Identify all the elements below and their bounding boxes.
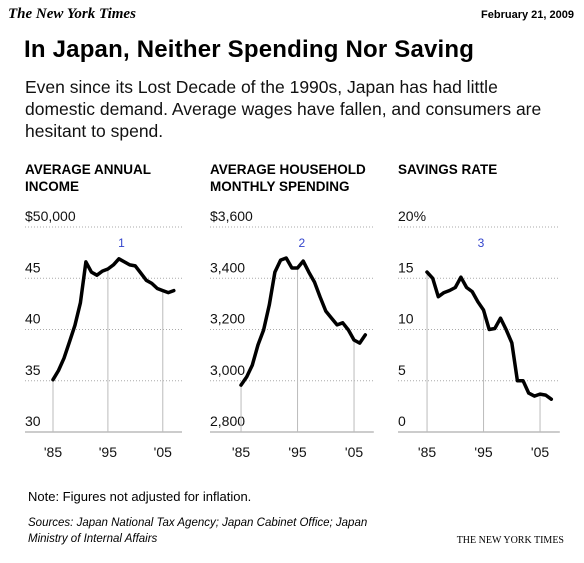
y-tick-label: 0: [398, 413, 406, 429]
sources: Sources: Japan National Tax Agency; Japa…: [28, 517, 368, 545]
y-tick-label: 20%: [398, 208, 426, 224]
credit: THE NEW YORK TIMES: [456, 535, 564, 546]
title: In Japan, Neither Spending Nor Saving: [24, 36, 475, 63]
y-tick-label: 2,800: [210, 413, 245, 429]
y-tick-label: 35: [25, 362, 41, 378]
y-tick-label: 3,000: [210, 362, 245, 378]
data-line: [51, 257, 176, 382]
y-tick-label: 3,400: [210, 259, 245, 275]
subtitle: Even since its Lost Decade of the 1990s,…: [25, 77, 542, 141]
x-tick-label: '95: [288, 444, 306, 460]
y-tick-label: $3,600: [210, 208, 253, 224]
y-tick-label: 10: [398, 311, 414, 327]
chart-title: SAVINGS RATE: [398, 162, 498, 177]
chart-title: AVERAGE HOUSEHOLD MONTHLY SPENDING: [210, 162, 366, 194]
logo: The New York Times: [8, 6, 136, 22]
x-tick-label: '05: [154, 444, 172, 460]
x-tick-label: '95: [99, 444, 117, 460]
annotation: 2: [298, 236, 305, 250]
y-tick-label: 40: [25, 311, 41, 327]
y-tick-label: 5: [398, 362, 406, 378]
y-tick-label: 30: [25, 413, 41, 429]
x-tick-label: '85: [418, 444, 436, 460]
annotation: 3: [478, 236, 485, 250]
data-line: [239, 256, 368, 387]
annotation: 1: [118, 236, 125, 250]
x-tick-label: '85: [44, 444, 62, 460]
y-tick-label: $50,000: [25, 208, 76, 224]
y-tick-label: 45: [25, 259, 41, 275]
x-tick-label: '05: [531, 444, 549, 460]
x-tick-label: '85: [232, 444, 250, 460]
data-line: [425, 270, 554, 401]
x-tick-label: '95: [474, 444, 492, 460]
note: Note: Figures not adjusted for inflation…: [28, 489, 252, 504]
date: February 21, 2009: [481, 9, 574, 21]
x-tick-label: '05: [345, 444, 363, 460]
chart-title: AVERAGE ANNUAL INCOME: [25, 162, 151, 194]
y-tick-label: 15: [398, 259, 414, 275]
y-tick-label: 3,200: [210, 311, 245, 327]
